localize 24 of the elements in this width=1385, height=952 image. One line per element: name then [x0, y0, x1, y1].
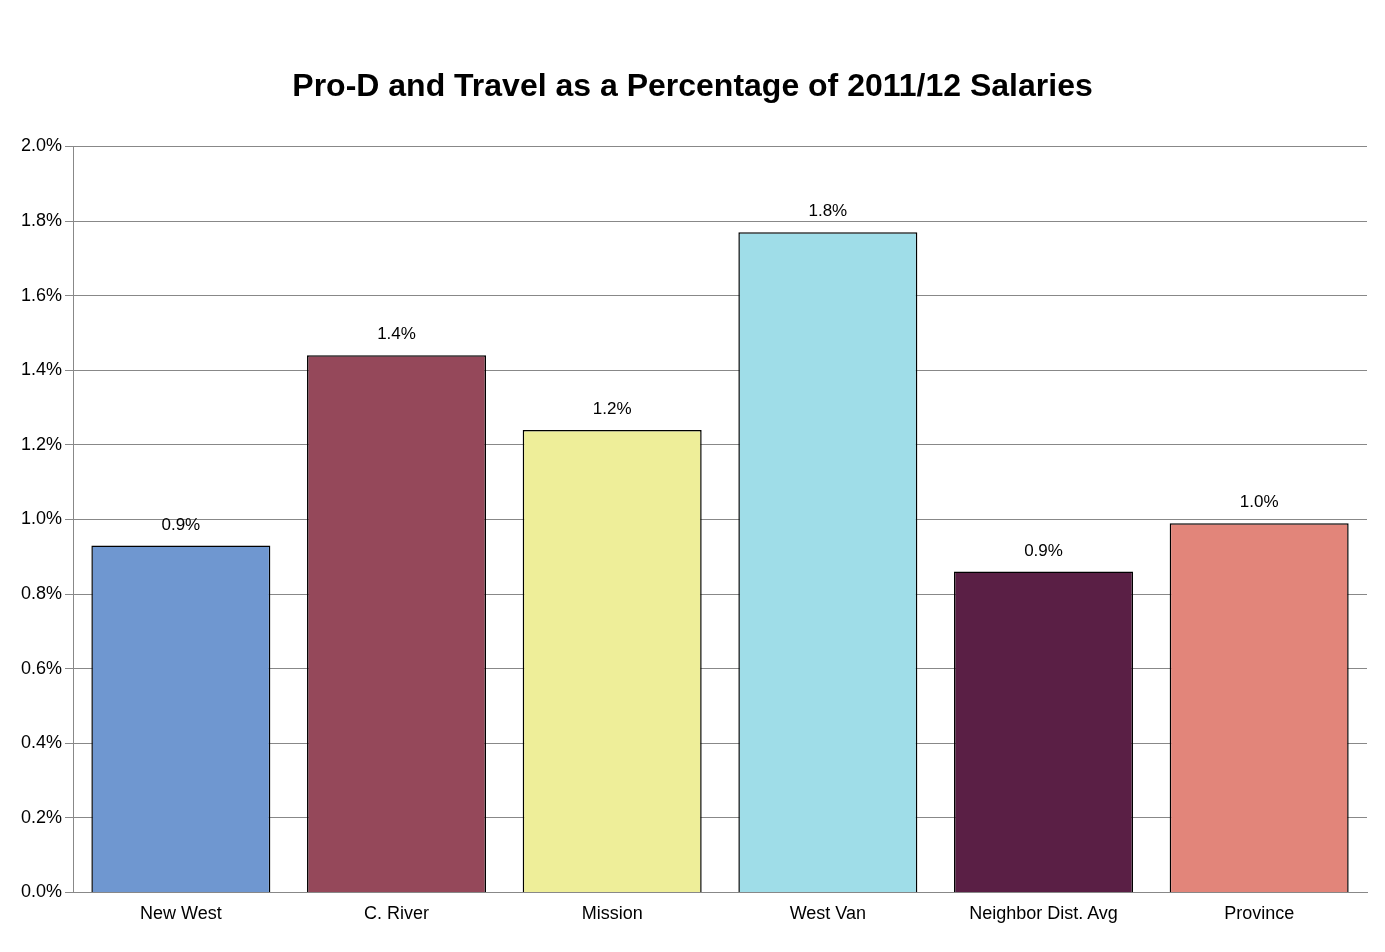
data-label: 1.0%	[1239, 492, 1279, 512]
y-tick-label: 0.0%	[21, 881, 63, 902]
x-tick-label: Neighbor Dist. Avg	[969, 903, 1118, 924]
y-tick-label: 1.4%	[21, 359, 63, 380]
x-tick-label: New West	[140, 903, 222, 924]
y-tick-label: 2.0%	[21, 135, 63, 156]
x-tick-label: C. River	[364, 903, 430, 924]
data-label: 1.8%	[808, 201, 848, 221]
x-tick-label: Province	[1224, 903, 1295, 924]
y-tick-label: 0.4%	[21, 732, 63, 753]
y-tick-label: 0.2%	[21, 806, 63, 827]
x-tick-label: West Van	[789, 903, 867, 924]
data-label: 1.4%	[377, 324, 416, 344]
data-label: 1.2%	[592, 399, 632, 419]
y-tick-label: 0.8%	[21, 582, 63, 603]
y-tick-label: 0.6%	[21, 657, 63, 678]
y-tick-label: 1.8%	[21, 209, 63, 230]
data-label: 0.9%	[161, 514, 201, 534]
chart-title: Pro-D and Travel as a Percentage of 2011/12 Salaries	[292, 67, 1093, 104]
x-tick-label: Mission	[581, 903, 643, 924]
y-tick-label: 1.6%	[21, 284, 63, 305]
y-tick-label: 1.2%	[21, 433, 63, 454]
y-tick-label: 1.0%	[21, 508, 63, 529]
data-label: 0.9%	[1024, 540, 1063, 560]
